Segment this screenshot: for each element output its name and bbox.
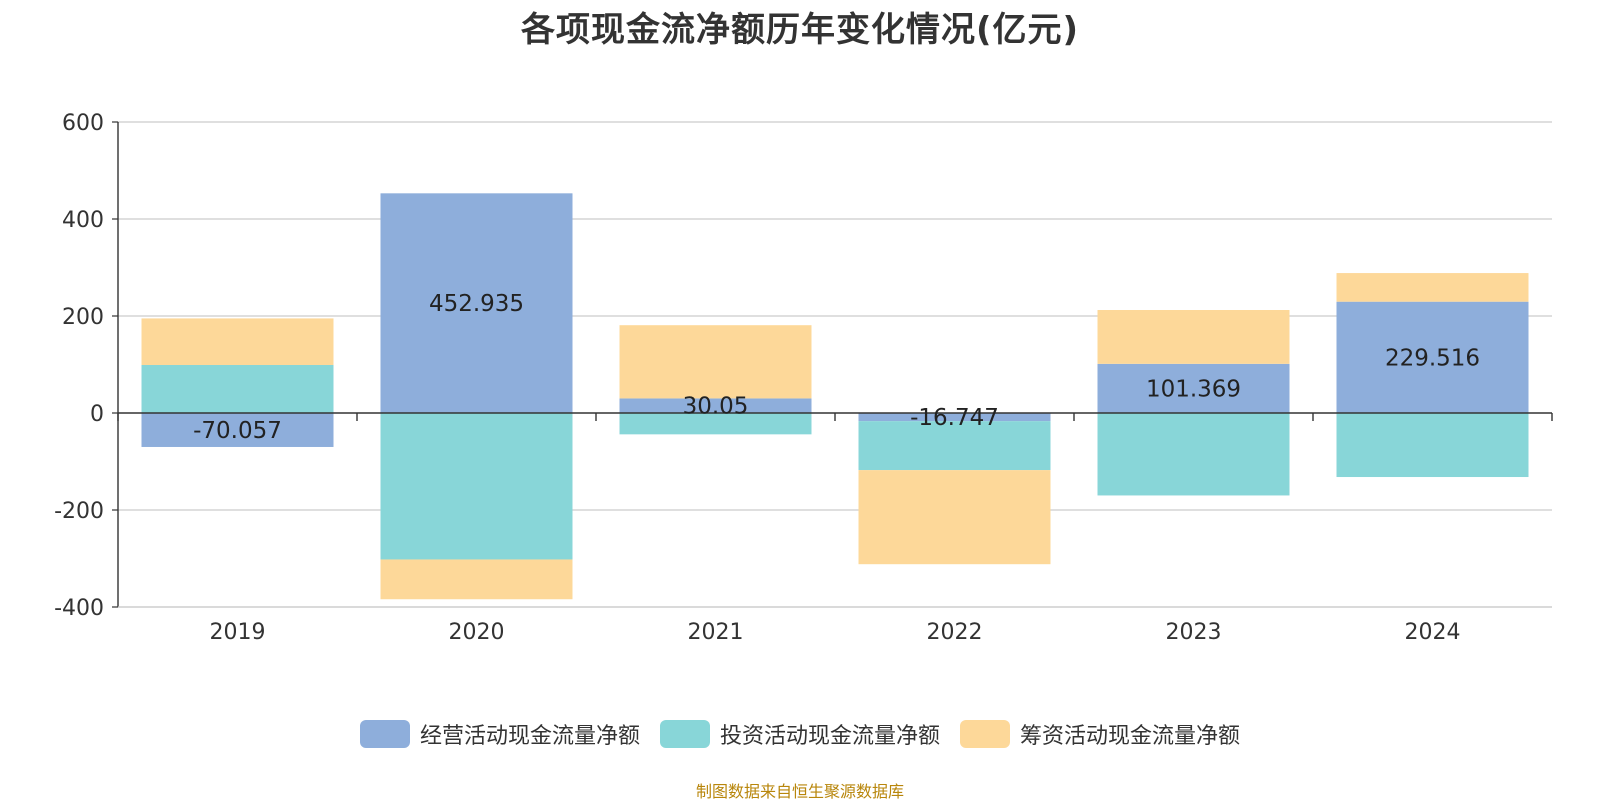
bar-financing-2020 <box>380 559 573 600</box>
bar-operating-2022 <box>858 413 1051 422</box>
data-label: 229.516 <box>1385 345 1480 371</box>
x-tick-label: 2020 <box>449 620 505 645</box>
bar-financing-2019 <box>141 318 334 365</box>
x-tick-label: 2024 <box>1405 620 1461 645</box>
y-tick-label: 400 <box>62 208 104 233</box>
bar-investing-2022 <box>858 421 1051 471</box>
bar-operating-2020 <box>380 193 573 413</box>
data-label: -70.057 <box>193 418 282 444</box>
x-tick-label: 2023 <box>1166 620 1222 645</box>
legend-swatch-operating <box>359 720 410 748</box>
bar-investing-2023 <box>1097 413 1290 496</box>
legend-label-operating: 经营活动现金流量净额 <box>419 724 640 749</box>
legend-swatch-financing <box>960 720 1010 748</box>
y-tick-label: 600 <box>62 111 104 136</box>
legend: 经营活动现金流量净额 投资活动现金流量净额 筹资活动现金流量净额 <box>0 718 1600 750</box>
x-tick-label: 2022 <box>927 620 983 645</box>
y-tick-label: -200 <box>54 499 104 524</box>
bar-financing-2021 <box>619 325 812 399</box>
legend-item-operating[interactable]: 经营活动现金流量净额 <box>359 718 640 750</box>
legend-label-investing: 投资活动现金流量净额 <box>719 724 940 749</box>
y-tick-label: -400 <box>54 596 104 621</box>
legend-swatch-investing <box>659 720 710 748</box>
bar-investing-2024 <box>1336 413 1529 478</box>
legend-label-financing: 筹资活动现金流量净额 <box>1020 724 1241 749</box>
data-label: 30.05 <box>683 394 749 420</box>
bar-operating-2021 <box>619 398 812 413</box>
bar-investing-2019 <box>141 364 334 413</box>
y-tick-label: 0 <box>90 402 104 427</box>
bar-operating-2019 <box>141 413 334 447</box>
data-label: -16.747 <box>910 405 999 431</box>
chart-title: 各项现金流净额历年变化情况(亿元) <box>520 10 1080 50</box>
bar-financing-2024 <box>1336 273 1529 302</box>
bar-operating-2024 <box>1336 301 1529 413</box>
source-note: 制图数据来自恒生聚源数据库 <box>695 782 904 801</box>
bar-investing-2021 <box>619 413 812 435</box>
data-label: 101.369 <box>1146 376 1241 402</box>
y-tick-label: 200 <box>62 305 104 330</box>
bar-operating-2023 <box>1097 363 1290 413</box>
bar-financing-2022 <box>858 470 1051 565</box>
legend-item-investing[interactable]: 投资活动现金流量净额 <box>659 718 940 750</box>
bar-investing-2020 <box>380 413 573 560</box>
x-tick-label: 2021 <box>688 620 744 645</box>
data-label: 452.935 <box>429 291 524 317</box>
legend-item-financing[interactable]: 筹资活动现金流量净额 <box>960 718 1240 750</box>
bar-financing-2023 <box>1097 310 1290 364</box>
x-tick-label: 2019 <box>210 620 266 645</box>
